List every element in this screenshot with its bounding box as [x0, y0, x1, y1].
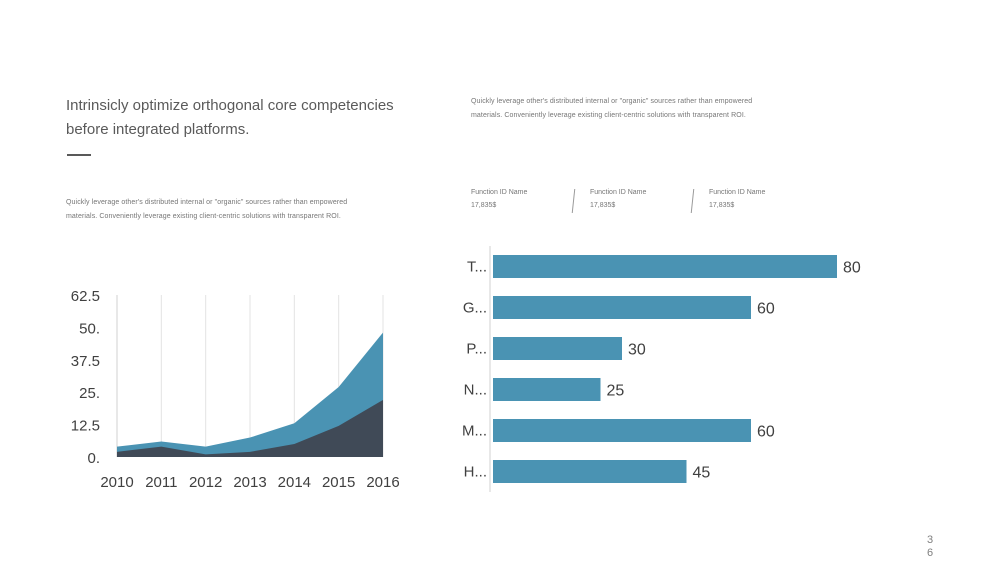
bar: [493, 378, 601, 401]
category-label: G...: [463, 300, 487, 317]
data-label: 45: [693, 465, 711, 482]
bar: [493, 296, 751, 319]
function-id-name: Function ID Name: [590, 189, 647, 196]
y-tick-label: 25.: [79, 385, 100, 402]
x-tick-label: 2014: [278, 474, 311, 491]
body-text-right: Quickly leverage other's distributed int…: [471, 98, 753, 119]
category-label: P...: [466, 341, 487, 358]
category-label: M...: [462, 423, 487, 440]
bar: [493, 419, 751, 442]
body-text-left: Quickly leverage other's distributed int…: [66, 199, 348, 220]
function-id-value: 17,835$: [709, 202, 735, 209]
x-tick-label: 2010: [100, 474, 133, 491]
x-tick-label: 2011: [145, 474, 177, 491]
x-tick-label: 2013: [233, 474, 266, 491]
function-id-name: Function ID Name: [709, 189, 766, 196]
slide-heading: Intrinsicly optimize orthogonal core com…: [66, 97, 394, 138]
function-id-block-3: Function ID Name 17,835$: [709, 186, 765, 212]
bar: [493, 460, 687, 483]
heading-underline: [67, 154, 91, 156]
bar: [493, 255, 837, 278]
bar: [493, 337, 622, 360]
function-id-value: 17,835$: [471, 202, 497, 209]
y-tick-label: 50.: [79, 320, 100, 337]
y-tick-label: 62.5: [71, 288, 100, 305]
data-label: 80: [843, 260, 861, 277]
x-tick-label: 2015: [322, 474, 355, 491]
page-number: 36: [926, 534, 934, 559]
data-label: 25: [607, 383, 625, 400]
y-tick-label: 12.5: [71, 418, 100, 435]
category-label: H...: [464, 464, 487, 481]
function-id-name: Function ID Name: [471, 189, 528, 196]
area-series-1: [117, 332, 383, 457]
function-id-block-2: Function ID Name 17,835$: [590, 186, 646, 212]
function-id-block-1: Function ID Name 17,835$: [471, 186, 527, 212]
category-label: T...: [467, 259, 487, 276]
y-tick-label: 37.5: [71, 353, 100, 370]
x-tick-label: 2012: [189, 474, 222, 491]
data-label: 60: [757, 301, 775, 318]
category-label: N...: [464, 382, 487, 399]
area-series-2: [117, 399, 383, 457]
x-tick-label: 2016: [366, 474, 399, 491]
y-tick-label: 0.: [87, 450, 100, 467]
data-label: 30: [628, 342, 646, 359]
data-label: 60: [757, 424, 775, 441]
function-id-value: 17,835$: [590, 202, 616, 209]
